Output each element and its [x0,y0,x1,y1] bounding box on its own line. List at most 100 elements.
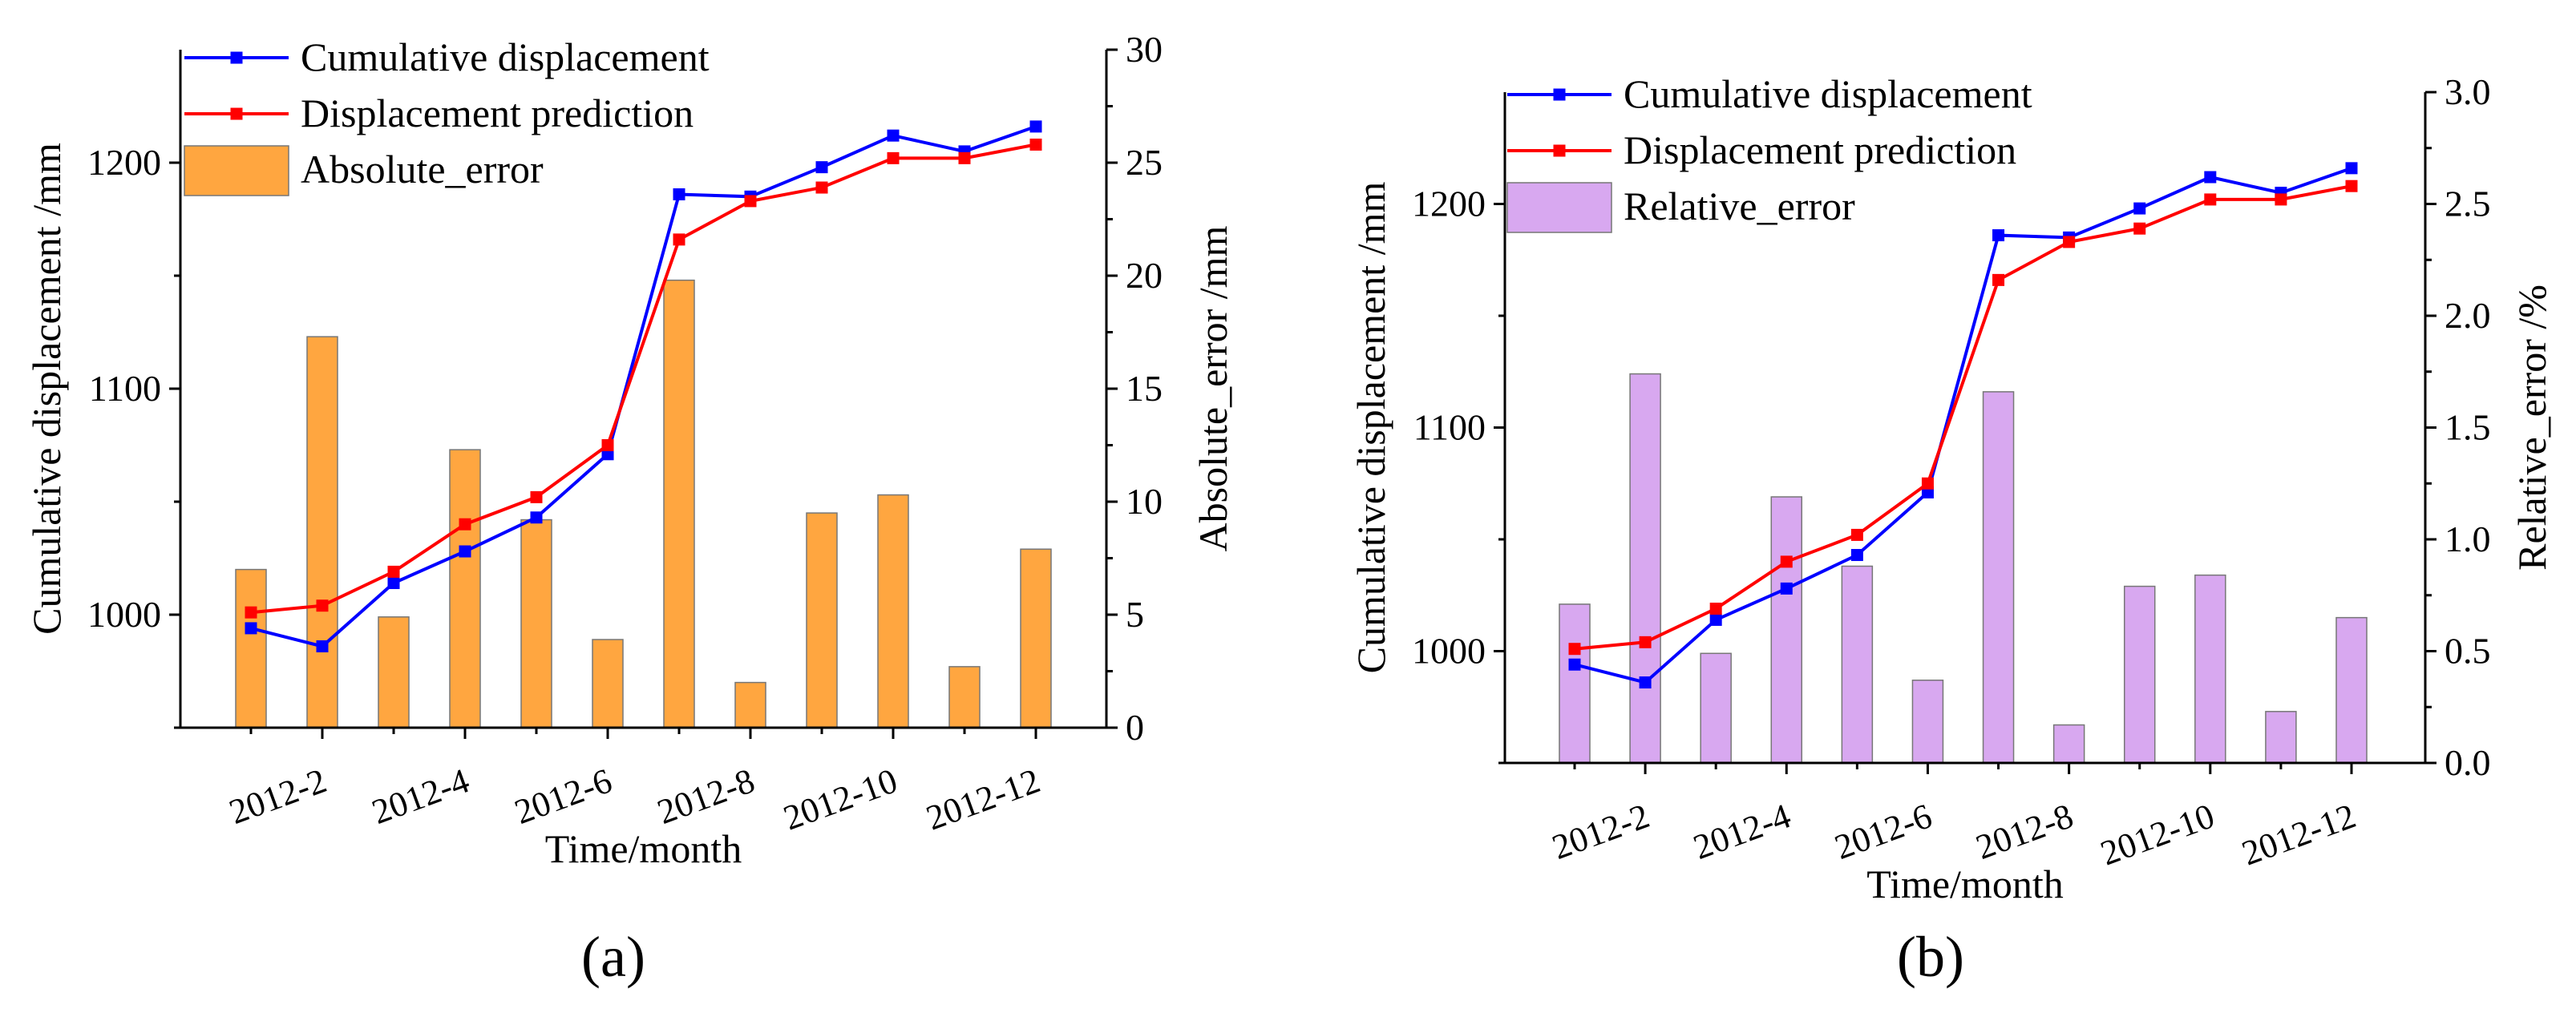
data-point [1992,229,2005,242]
bar [1020,548,1052,728]
bar [592,639,624,728]
data-point [1639,676,1652,689]
y-axis-left-title: Cumulative displacement /mm [24,143,69,635]
y-left-tick-label: 1100 [89,368,161,409]
x-tick-label: 2012-6 [1830,796,1937,867]
y-right-tick-label: 0.0 [2445,742,2491,783]
data-point [2133,202,2146,215]
x-tick-label: 2012-10 [778,761,903,837]
data-point [459,518,471,531]
data-point [2204,193,2217,206]
data-point [887,129,900,142]
panel-label: (b) [1897,925,1964,989]
x-axis-title: Time/month [1866,862,2063,906]
y-left-tick-label: 1200 [87,142,161,183]
bar [877,494,909,728]
data-point [2063,236,2076,248]
data-point [530,511,543,524]
x-tick-label: 2012-10 [2096,796,2220,873]
y-left-tick-label: 1000 [1412,631,1486,672]
y-right-tick-label: 3.0 [2445,71,2491,112]
y-right-tick-label: 30 [1126,29,1163,70]
x-tick-label: 2012-4 [1688,796,1796,867]
bar [2052,724,2085,764]
y-axis-right-title: Absolute_error /mm [1191,225,1235,551]
legend-label: Cumulative displacement [1624,71,2032,116]
panel-b: 2012-2 2012-4 2012-6 2012-8 2012-10 2012-12 10… [1349,71,2554,989]
bar [1770,496,1803,764]
legend-label: Absolute_error [301,147,544,192]
legend-label: Displacement prediction [1624,127,2016,172]
bar [520,519,552,728]
panel-a: 2012-2 2012-4 2012-6 2012-8 2012-10 2012-12 10… [24,29,1235,989]
data-point [815,161,828,174]
data-point [1850,549,1863,562]
data-point [1780,582,1793,595]
bar [1982,391,2015,764]
y-axis-left-title: Cumulative displacement /mm [1349,182,1393,674]
bar [806,512,838,728]
bar [1841,565,1874,764]
series-line [250,143,1037,615]
y-right-tick-label: 20 [1126,255,1163,296]
y-right-tick-label: 10 [1126,481,1163,522]
data-point [958,151,971,164]
data-point [387,577,400,590]
data-point [1709,613,1722,626]
data-point [2345,162,2358,175]
bar [663,279,695,728]
y-right-tick-label: 2.5 [2445,184,2491,224]
panel-label: (a) [581,925,645,989]
y-right-tick-label: 1.0 [2445,519,2491,559]
bar [948,666,981,728]
y-left-tick-label: 1000 [87,594,161,635]
x-tick-label: 2012-2 [1547,796,1655,867]
data-point [601,448,614,461]
legend-label: Cumulative displacement [301,34,710,79]
data-point [2204,171,2217,184]
bar [2265,711,2297,764]
y-right-tick-label: 1.5 [2445,407,2491,448]
bar [2123,585,2156,764]
y-right-tick-label: 0 [1126,707,1144,748]
data-point [887,151,900,164]
x-tick-label: 2012-6 [510,761,617,832]
data-point [744,195,757,208]
legend-marker [230,51,243,64]
data-point [2345,180,2358,192]
x-tick-label: 2012-8 [1971,796,2078,867]
series-line [1574,184,2352,651]
legend-label: Relative_error [1624,184,1855,228]
data-point [245,606,257,619]
data-point [459,545,471,558]
bar [1559,603,1591,764]
y-right-tick-label: 15 [1126,368,1163,409]
bar [378,616,410,728]
x-tick-label: 2012-4 [367,761,475,832]
series-line [250,125,1037,648]
x-tick-label: 2012-8 [653,761,760,832]
legend-swatch [184,145,289,196]
data-point [245,622,257,635]
data-point [2133,222,2146,235]
data-point [1568,643,1581,656]
bar [1629,373,1661,764]
data-point [387,565,400,578]
x-tick-label: 2012-12 [921,761,1045,837]
bar [235,568,267,728]
legend-swatch [1506,182,1612,233]
data-point [1029,138,1042,151]
data-point [530,490,543,503]
data-point [1850,528,1863,541]
y-left-tick-label: 1200 [1412,184,1486,224]
data-point [1639,636,1652,648]
y-right-tick-label: 2.0 [2445,295,2491,336]
bar [734,681,766,728]
data-point [1780,555,1793,568]
bar [2194,574,2226,764]
data-point [601,439,614,451]
data-point [316,599,329,612]
data-point [316,640,329,652]
data-point [2275,193,2287,206]
